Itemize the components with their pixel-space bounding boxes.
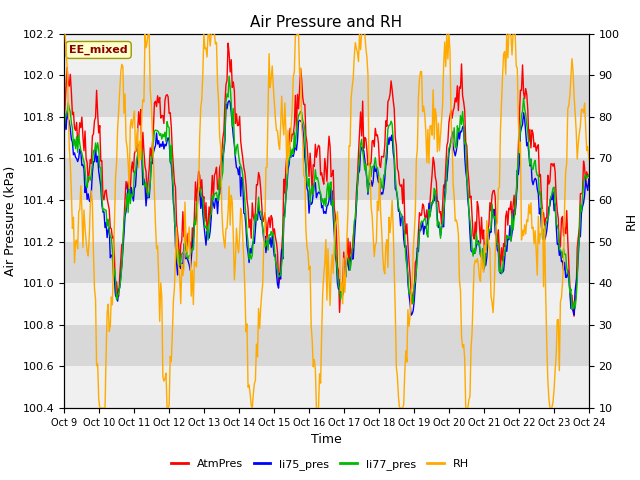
Bar bbox=[64, 117, 589, 158]
Bar bbox=[64, 200, 589, 241]
Bar bbox=[64, 241, 589, 283]
Legend: AtmPres, li75_pres, li77_pres, RH: AtmPres, li75_pres, li77_pres, RH bbox=[166, 455, 474, 474]
Title: Air Pressure and RH: Air Pressure and RH bbox=[250, 15, 403, 30]
Text: EE_mixed: EE_mixed bbox=[69, 45, 128, 55]
X-axis label: Time: Time bbox=[311, 433, 342, 446]
Bar bbox=[64, 325, 589, 366]
Bar bbox=[64, 158, 589, 200]
Bar bbox=[64, 75, 589, 117]
Bar bbox=[64, 283, 589, 325]
Bar bbox=[64, 34, 589, 75]
Y-axis label: RH: RH bbox=[625, 212, 638, 230]
Bar bbox=[64, 366, 589, 408]
Y-axis label: Air Pressure (kPa): Air Pressure (kPa) bbox=[4, 166, 17, 276]
